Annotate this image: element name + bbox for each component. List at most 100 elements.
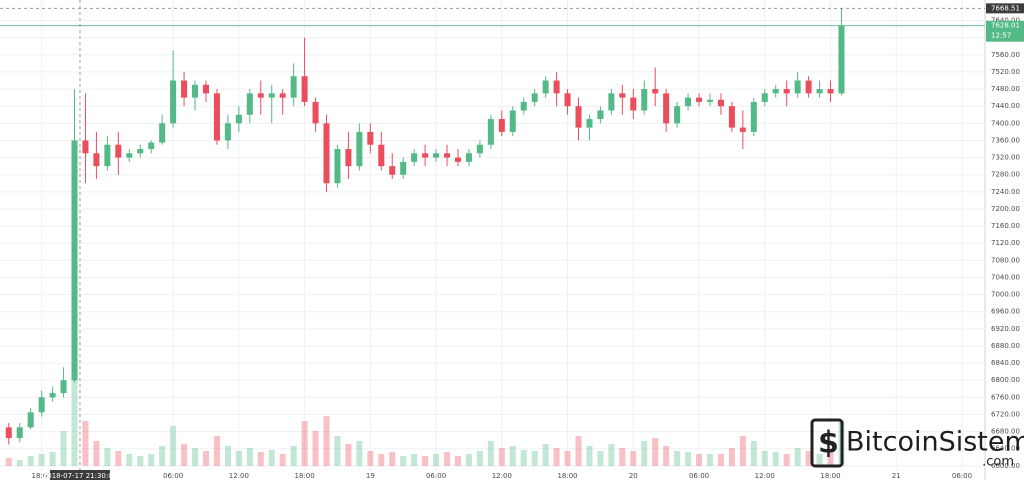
volume-bar <box>400 456 407 466</box>
volume-bar <box>663 446 670 466</box>
y-tick-label: 7360.00 <box>991 136 1020 144</box>
volume-bar <box>509 446 516 466</box>
candle-body <box>422 153 429 158</box>
candle-body <box>663 93 670 124</box>
y-tick-label: 6800.00 <box>991 376 1020 384</box>
volume-bar <box>126 454 133 466</box>
volume-bar <box>619 448 626 466</box>
volume-bar <box>411 454 418 466</box>
candle-body <box>82 140 89 154</box>
volume-bar <box>542 444 549 466</box>
volume-bar <box>794 448 801 466</box>
volume-bar <box>170 426 177 466</box>
volume-bar <box>520 450 527 466</box>
volume-bar <box>290 446 297 466</box>
volume-bar <box>717 454 724 466</box>
volume-bar <box>444 452 451 466</box>
candle-body <box>509 110 516 132</box>
candle-body <box>378 144 385 167</box>
volume-bar <box>586 446 593 466</box>
volume-bar <box>706 454 714 466</box>
x-tick-label: 18:00 <box>295 472 315 480</box>
candle-body <box>170 80 177 124</box>
watermark: $ BitcoinSistemi .com <box>810 418 1024 470</box>
candle-body <box>192 84 199 98</box>
candle-body <box>454 157 461 162</box>
candle-body <box>520 101 527 111</box>
volume-bar <box>608 444 615 466</box>
candle-body <box>706 99 714 102</box>
volume-bar <box>498 448 505 466</box>
countdown-label: 12:57 <box>991 32 1011 40</box>
volume-bar <box>181 444 188 466</box>
x-tick-label: 19 <box>366 472 375 480</box>
volume-bar <box>674 451 681 466</box>
volume-bar <box>137 456 144 466</box>
volume-bar <box>750 441 757 466</box>
volume-bar <box>696 454 703 466</box>
candle-body <box>104 144 111 167</box>
volume-bar <box>115 451 122 466</box>
x-tick-label: 12:00 <box>229 472 249 480</box>
volume-bar <box>60 431 67 466</box>
candle-body <box>235 114 242 124</box>
candle-body <box>400 161 407 175</box>
y-tick-label: 7240.00 <box>991 188 1020 196</box>
candle-body <box>728 106 735 128</box>
last-price-label: 7628.01 <box>991 22 1020 30</box>
candle-body <box>761 93 768 102</box>
volume-bar <box>641 441 648 466</box>
volume-bar <box>575 436 582 466</box>
volume-bar <box>334 436 341 466</box>
candle-body <box>367 131 374 145</box>
volume-bar <box>422 456 429 466</box>
volume-bar <box>805 451 812 466</box>
volume-bar <box>279 454 286 466</box>
candle-body <box>696 97 703 102</box>
x-tick-label: 18:00 <box>820 472 840 480</box>
candle-body <box>444 153 451 158</box>
candle-body <box>148 142 155 150</box>
x-tick-label: 06:00 <box>163 472 183 480</box>
y-tick-label: 7440.00 <box>991 102 1020 110</box>
volume-bar <box>301 421 308 466</box>
candle-body <box>564 93 571 107</box>
candle-body <box>323 123 330 184</box>
candle-body <box>575 106 582 128</box>
crosshair-label-bg <box>49 470 110 480</box>
y-tick-label: 7640.00 <box>991 17 1020 25</box>
candle-body <box>71 140 78 381</box>
candle-body <box>279 93 286 98</box>
volume-bar <box>454 456 461 466</box>
candle-body <box>783 89 790 94</box>
y-tick-label: 7560.00 <box>991 51 1020 59</box>
candle-body <box>49 393 56 398</box>
x-tick-label: 20 <box>629 472 638 480</box>
volume-bar <box>685 452 692 466</box>
watermark-logo <box>810 418 844 468</box>
candle-body <box>487 119 494 145</box>
volume-bar <box>235 451 242 466</box>
volume-bar <box>367 451 374 466</box>
candle-body <box>794 80 801 94</box>
watermark-name: BitcoinSistemi <box>846 427 1024 458</box>
candle-body <box>531 93 538 102</box>
volume-bar <box>16 460 23 466</box>
crosshair-label: 2018-07-17 21:30:00 <box>43 472 117 480</box>
candle-body <box>498 119 505 132</box>
watermark-glyph: $ <box>818 426 839 461</box>
x-tick-label: 06:00 <box>426 472 446 480</box>
x-tick-label: 18:00 <box>32 472 52 480</box>
candle-body <box>334 149 341 184</box>
candle-body <box>805 80 812 94</box>
volume-bar <box>93 441 100 466</box>
volume-bar <box>224 446 231 466</box>
volume-bar <box>652 438 659 466</box>
volume-bar <box>104 448 111 466</box>
candle-body <box>159 123 166 143</box>
candle-body <box>389 166 396 175</box>
candle-body <box>652 89 659 94</box>
candle-body <box>838 25 845 94</box>
